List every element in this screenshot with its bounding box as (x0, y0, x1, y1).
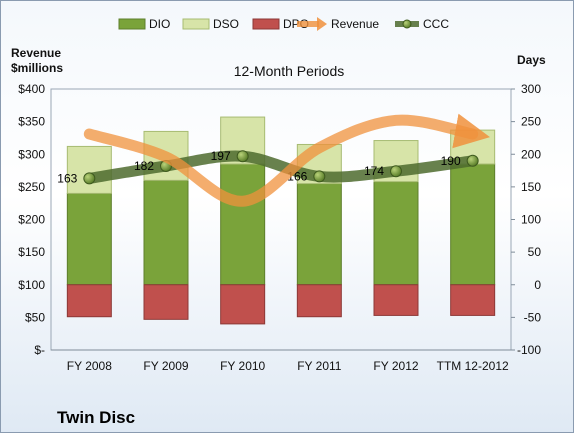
left-tick-label: $50 (25, 310, 45, 324)
axis-ticks: $- $50 $100 $150 $200 $250 $300 $350 $400 -100 -50… (18, 82, 541, 373)
ccc-data-label: 174 (364, 164, 384, 178)
category-label: FY 2010 (220, 359, 265, 373)
right-tick-label: 50 (528, 245, 542, 259)
legend-label-dpo: DPO (283, 17, 309, 31)
bar-dpo (450, 284, 496, 316)
left-tick-label: $100 (18, 278, 45, 292)
ccc-point (83, 172, 96, 185)
bar-dpo (296, 284, 342, 318)
left-tick-label: $200 (18, 213, 45, 227)
legend-label-dso: DSO (213, 17, 239, 31)
ccc-line (83, 150, 479, 184)
left-axis-title-line1: Revenue (11, 46, 61, 60)
bar-dio (450, 163, 496, 286)
bar-dio (66, 192, 112, 286)
bar-dio (373, 181, 419, 286)
ccc-data-label: 182 (134, 159, 154, 173)
left-tick-label: $150 (18, 245, 45, 259)
ccc-data-label: 197 (211, 149, 231, 163)
category-label: FY 2008 (67, 359, 112, 373)
revenue-point (319, 147, 320, 148)
right-tick-label: 250 (521, 115, 541, 129)
revenue-point (396, 120, 397, 121)
bar-dso (66, 145, 112, 194)
legend-swatch-dpo (252, 18, 280, 30)
category-label: FY 2011 (297, 359, 342, 373)
ccc-point (390, 165, 402, 178)
revenue-line (83, 113, 490, 207)
ccc-point (313, 170, 326, 183)
legend-arrow-revenue (317, 17, 327, 31)
ccc-data-label: 190 (441, 154, 461, 168)
right-tick-label: -50 (524, 310, 542, 324)
left-tick-label: $- (34, 343, 45, 357)
right-tick-label: 200 (521, 147, 541, 161)
category-label: FY 2009 (143, 359, 188, 373)
bar-dpo (143, 284, 189, 320)
revenue-point (242, 201, 243, 202)
category-label: TTM 12-2012 (437, 359, 509, 373)
legend-swatch-dio (118, 18, 146, 30)
legend-dot-ccc (402, 19, 412, 29)
right-tick-label: 300 (521, 82, 541, 96)
bar-dpo (373, 284, 419, 316)
category-label: FY 2012 (373, 359, 418, 373)
revenue-point (166, 156, 167, 157)
bar-dpo (220, 284, 266, 325)
bar-dio (296, 183, 342, 286)
ccc-point (466, 154, 479, 167)
revenue-point (89, 134, 90, 135)
left-tick-label: $350 (18, 115, 45, 129)
legend-label-ccc: CCC (423, 17, 449, 31)
bar-dio (143, 179, 189, 286)
company-name: Twin Disc (57, 408, 135, 427)
ccc-point (236, 150, 249, 163)
revenue-point (472, 134, 473, 135)
left-tick-label: $400 (18, 82, 45, 96)
left-tick-label: $250 (18, 180, 45, 194)
right-axis-title: Days (517, 53, 546, 67)
legend: DIO DSO DPO Revenue CCC (118, 17, 449, 31)
right-tick-label: 0 (534, 278, 541, 292)
right-tick-label: 150 (521, 180, 541, 194)
left-axis-title-line2: $millions (11, 61, 63, 75)
bar-series (66, 116, 496, 325)
legend-label-revenue: Revenue (331, 17, 379, 31)
right-tick-label: 100 (521, 213, 541, 227)
bar-dio (220, 163, 266, 286)
ccc-data-label: 163 (57, 171, 77, 185)
legend-swatch-dso (182, 18, 210, 30)
right-tick-label: -100 (517, 343, 541, 357)
plot-title: 12-Month Periods (234, 63, 345, 79)
left-tick-label: $300 (18, 147, 45, 161)
bar-dpo (66, 284, 112, 318)
legend-label-dio: DIO (149, 17, 170, 31)
